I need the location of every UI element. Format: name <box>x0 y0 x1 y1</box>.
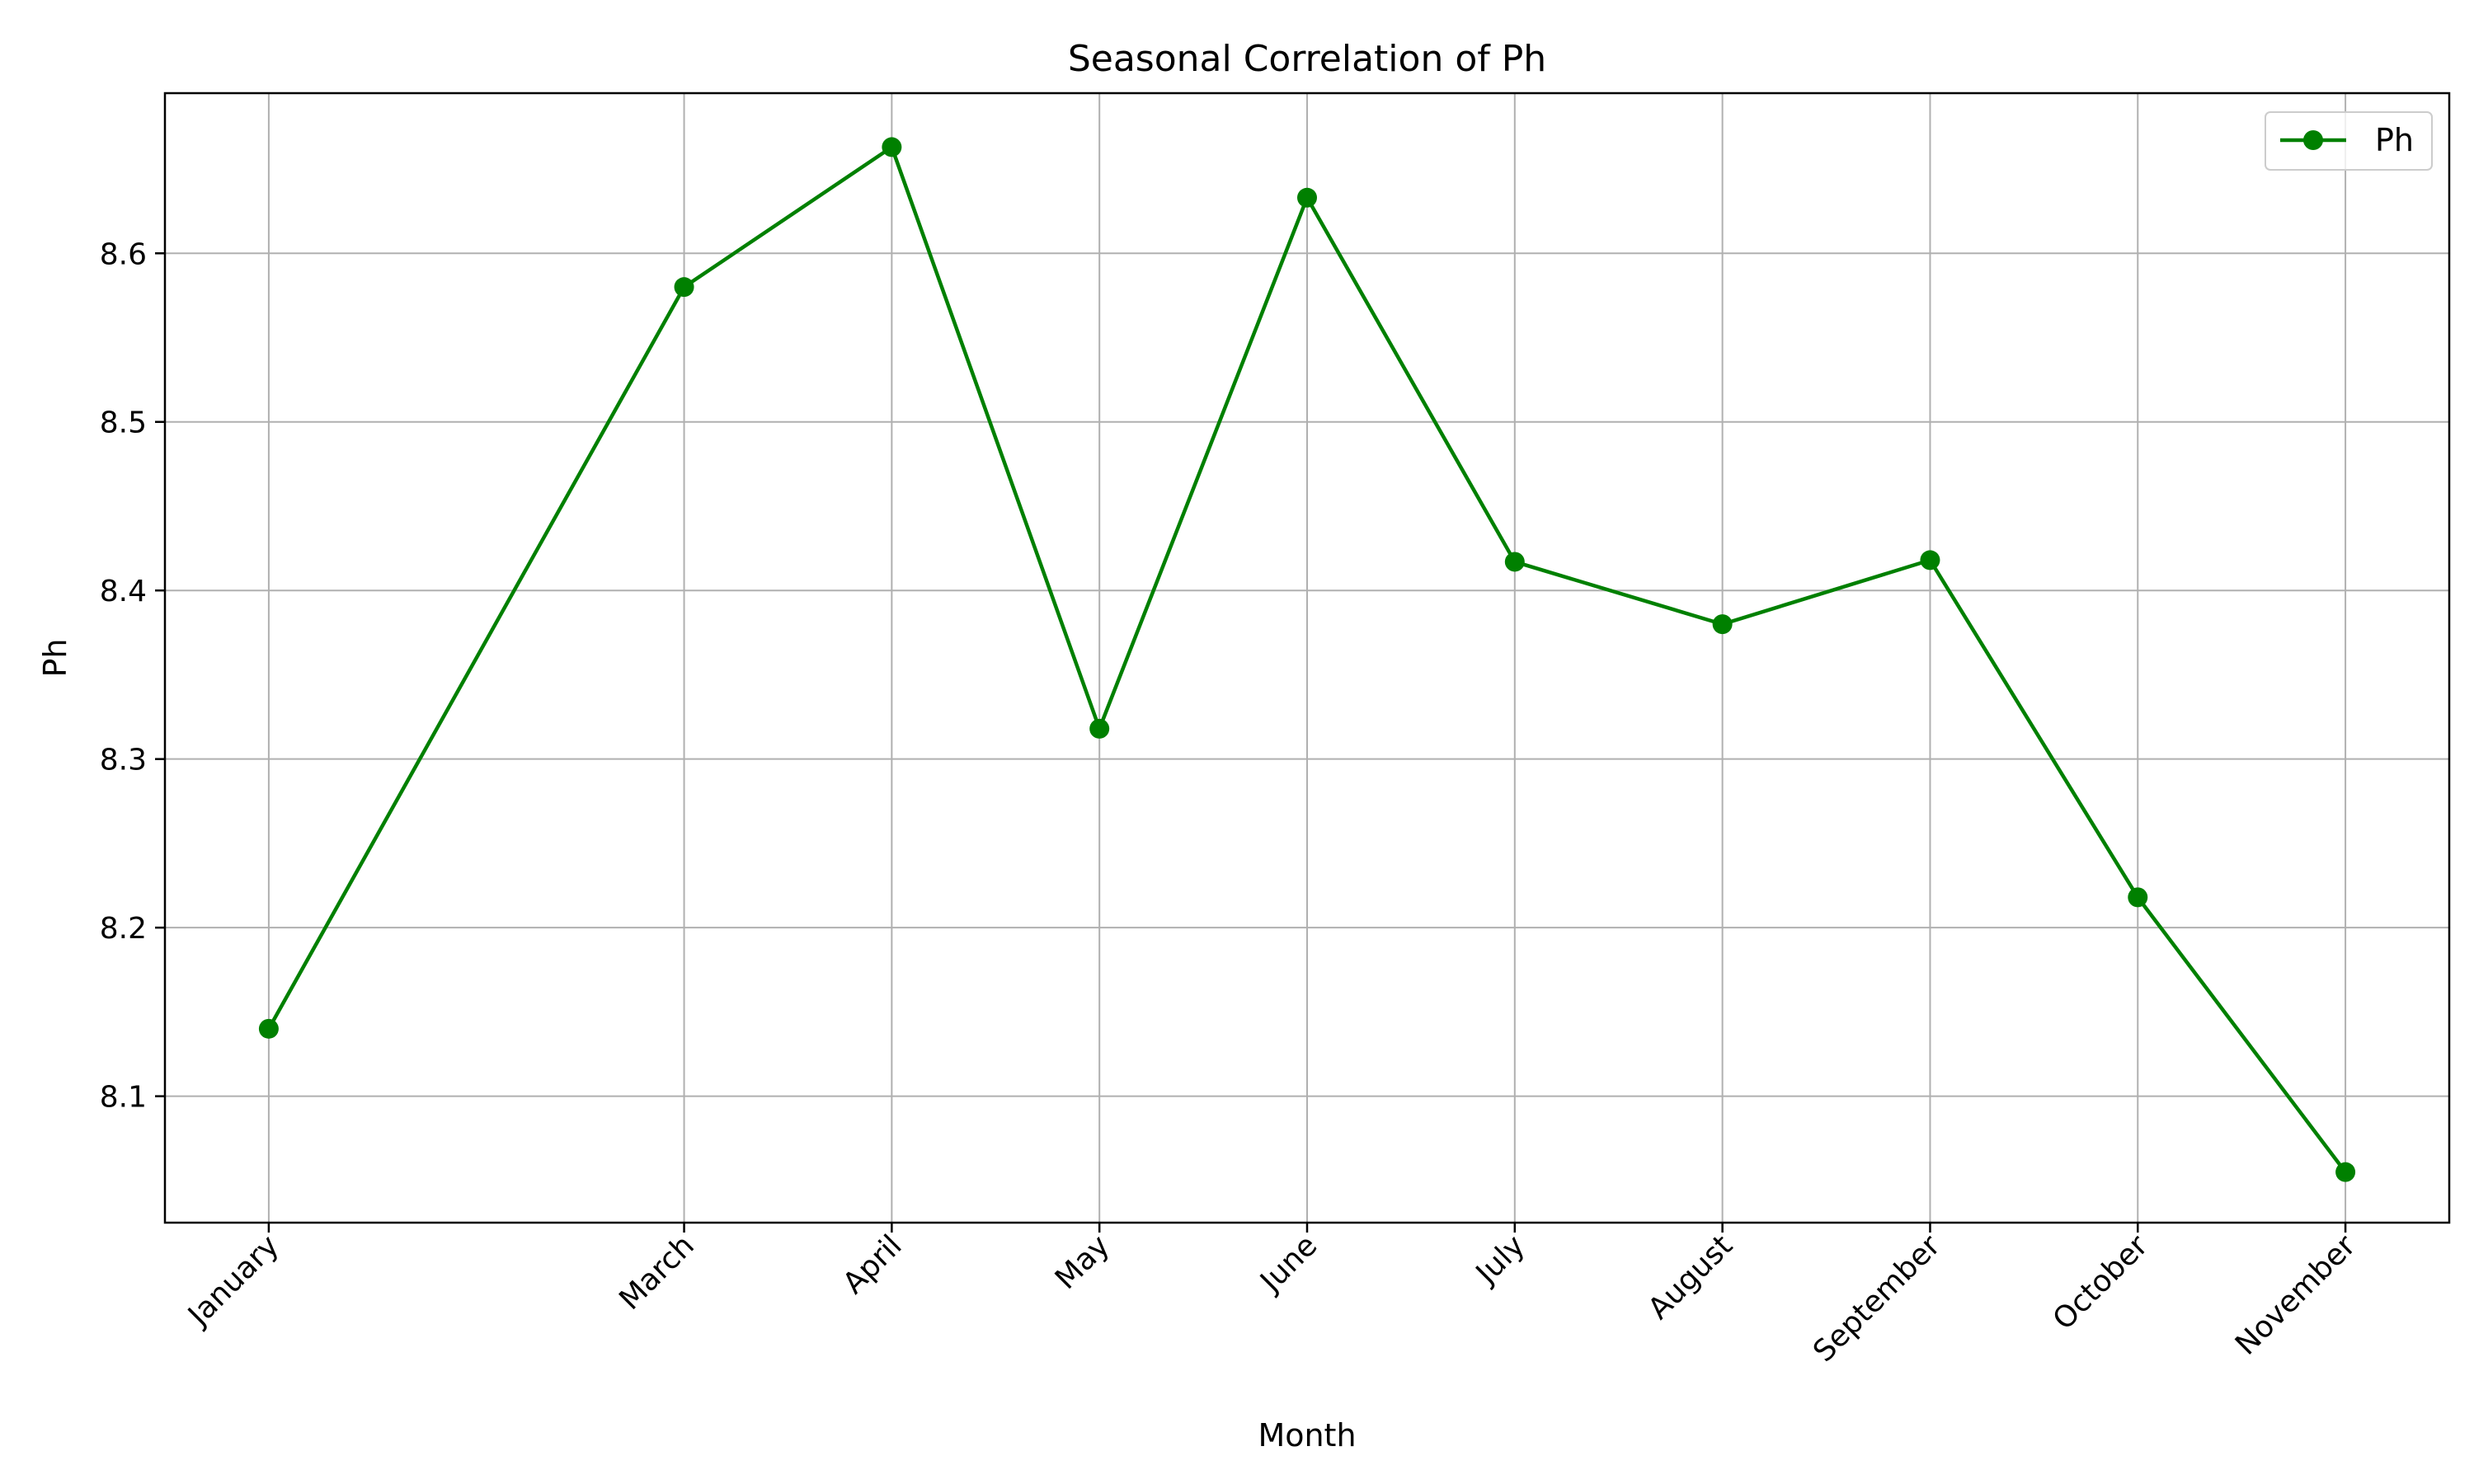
legend-marker-swatch <box>2303 130 2323 150</box>
y-axis-label: Ph <box>37 639 73 678</box>
data-point <box>674 277 694 298</box>
data-point <box>1504 552 1525 572</box>
y-tick-label: 8.3 <box>100 744 147 777</box>
grid-lines <box>165 93 2449 1223</box>
data-point <box>2335 1162 2356 1182</box>
series-layer <box>258 137 2356 1182</box>
data-point <box>1297 187 1317 208</box>
data-point <box>1920 550 1940 571</box>
chart-title: Seasonal Correlation of Ph <box>1068 38 1546 80</box>
data-point <box>882 137 902 157</box>
y-tick-label: 8.4 <box>100 575 147 608</box>
y-tick-label: 8.6 <box>100 237 147 271</box>
legend-box <box>2265 111 2433 171</box>
series-line <box>266 145 2347 1174</box>
y-tick-label: 8.1 <box>100 1081 147 1115</box>
x-axis-label: Month <box>1258 1417 1356 1453</box>
legend-entry-label: Ph <box>2375 122 2414 158</box>
y-tick-label: 8.2 <box>100 912 147 946</box>
data-point <box>2128 887 2148 908</box>
data-point <box>1089 718 1110 739</box>
y-tick-label: 8.5 <box>100 406 147 440</box>
legend: Ph <box>2265 111 2433 171</box>
data-point <box>258 1018 279 1039</box>
data-point <box>1712 614 1733 635</box>
